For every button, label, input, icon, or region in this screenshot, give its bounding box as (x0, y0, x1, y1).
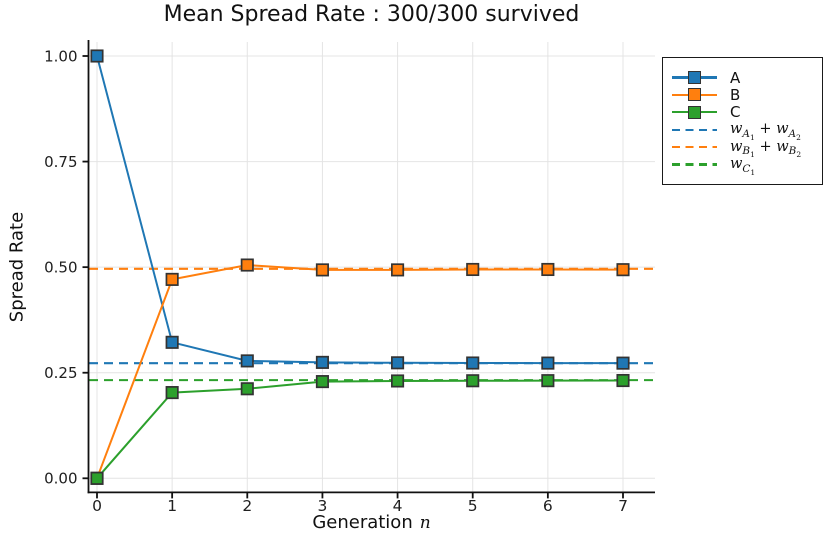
marker-C-7 (616, 373, 630, 388)
series-line-C (96, 379, 624, 479)
x-tick-label: 6 (543, 497, 553, 515)
x-tick-label: 3 (317, 497, 327, 515)
x-tick-label: 7 (618, 497, 628, 515)
series-line-A (96, 55, 624, 365)
series-A (90, 49, 630, 370)
marker-C-5 (466, 374, 480, 388)
marker-B-7 (616, 263, 630, 277)
legend-dashed-swatch (671, 121, 718, 138)
marker-B-5 (466, 262, 480, 277)
y-tick-label: 1.00 (44, 47, 77, 65)
x-tick-label: 4 (393, 497, 403, 515)
marker-B-1 (165, 272, 179, 286)
marker-C-0 (90, 471, 104, 485)
legend-square-marker (688, 105, 701, 119)
y-tick-label: 0.50 (44, 258, 77, 276)
x-tick-label: 5 (468, 497, 478, 515)
x-axis-label: Generation n (0, 512, 743, 533)
legend-entry-0: A (671, 68, 822, 87)
axes: 0.00 0.25 0.50 0.75 1.00 0 1 2 3 4 5 6 7 (44, 40, 655, 515)
legend-entry-5: wC1 (671, 155, 822, 177)
legend-entry-2: C (671, 103, 822, 122)
legend-line-marker-swatch (671, 86, 718, 103)
x-tick-label: 1 (167, 497, 177, 515)
legend-label-4: wB1 + wB2 (730, 138, 802, 160)
legend-square-marker (688, 71, 701, 85)
legend-line-marker-swatch (671, 69, 718, 86)
chart-title: Mean Spread Rate : 300/300 survived (163, 2, 580, 27)
legend-label-2: C (730, 103, 741, 122)
legend-dashed-swatch (671, 156, 718, 173)
legend-label-3: wA1 + wA2 (730, 121, 801, 143)
x-axis-label-text: Generation (312, 512, 413, 533)
legend-line-marker-swatch (671, 104, 718, 121)
legend-swatch-line (672, 145, 717, 149)
y-tick-label: 0.75 (44, 153, 77, 171)
marker-A-0 (90, 49, 104, 63)
marker-C-3 (315, 375, 329, 389)
marker-B-4 (391, 263, 405, 277)
marker-C-6 (541, 374, 555, 388)
marker-A-7 (616, 356, 630, 370)
legend-square-marker (688, 88, 701, 102)
marker-A-1 (165, 335, 179, 349)
x-axis-label-math-n: n (419, 513, 431, 533)
legend-label-0: A (730, 68, 741, 87)
marker-B-3 (315, 263, 329, 277)
marker-C-2 (240, 382, 254, 396)
marker-A-4 (391, 356, 405, 370)
legend-entry-1: B (671, 85, 822, 104)
grid-lines (88, 42, 655, 493)
x-tick-label: 0 (92, 497, 102, 515)
marker-B-6 (541, 262, 555, 277)
legend-entry-3: wA1 + wA2 (671, 121, 822, 143)
series-C (90, 373, 630, 485)
legend-swatch-line (672, 163, 717, 166)
series-line-B (96, 264, 624, 479)
marker-B-2 (240, 258, 254, 272)
legend-swatch-line (672, 128, 717, 131)
y-tick-label: 0.00 (44, 470, 77, 488)
marker-A-3 (315, 355, 329, 369)
marker-A-2 (240, 354, 254, 368)
y-tick-label: 0.25 (44, 364, 77, 382)
marker-A-5 (466, 356, 480, 370)
legend-dashed-swatch (671, 139, 718, 156)
legend-label-5: wC1 (730, 155, 756, 177)
marker-C-4 (391, 374, 405, 388)
marker-C-1 (165, 386, 179, 400)
x-tick-label: 2 (242, 497, 252, 515)
legend-label-1: B (730, 85, 741, 104)
marker-A-6 (541, 356, 555, 370)
legend-entry-4: wB1 + wB2 (671, 138, 822, 160)
